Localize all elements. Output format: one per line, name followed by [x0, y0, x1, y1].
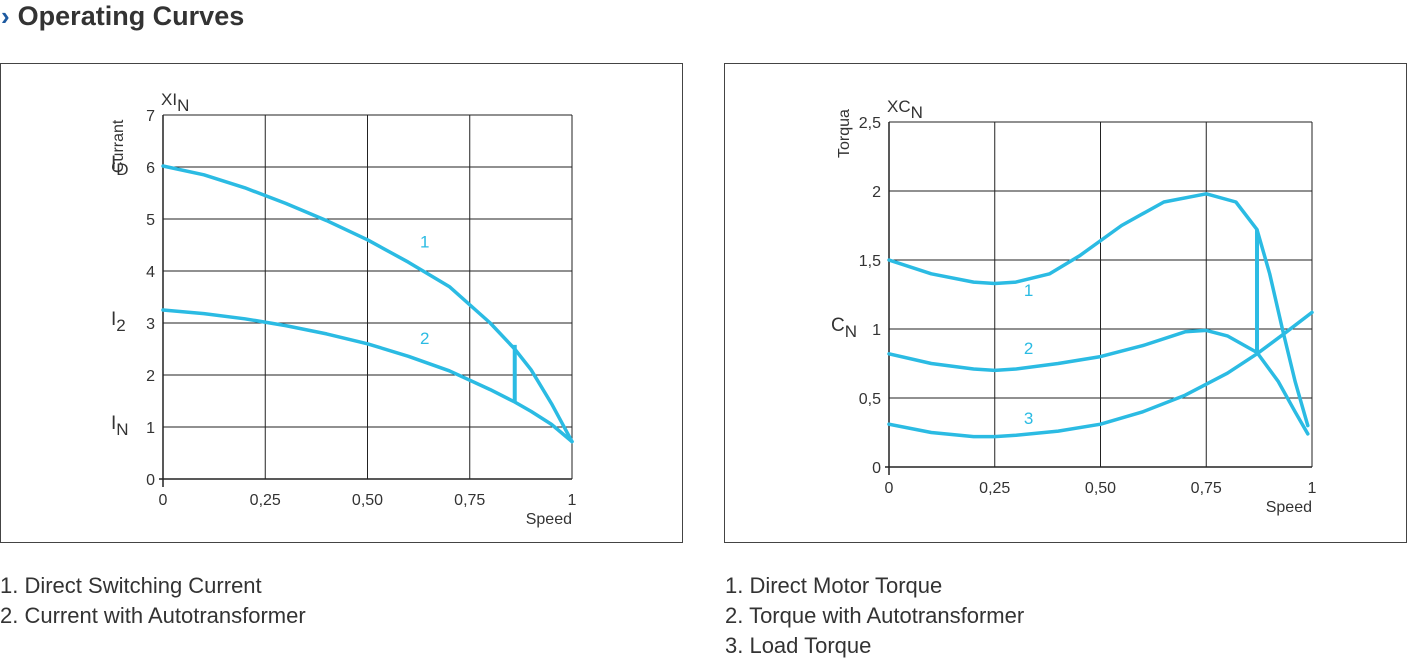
- y-tick-label: 1,5: [859, 253, 881, 270]
- series-line: [887, 328, 1310, 436]
- page-title: › Operating Curves: [0, 0, 244, 32]
- torque-chart-panel: 0 0,5 1 1,5 2 2,5 0 0,25 0,50 0,75 1 Speed Torqua XCN…: [724, 63, 1407, 543]
- y-tick-label: 2,5: [859, 115, 881, 132]
- x-tick-label: 0: [885, 480, 894, 497]
- series-line: [887, 192, 1310, 428]
- x-tick-label: 0: [159, 492, 168, 509]
- y-tick-label: 2: [146, 368, 155, 385]
- legend-item: 2. Current with Autotransformer: [0, 603, 306, 628]
- chevron-right-icon: ›: [1, 0, 10, 31]
- series-label: 3: [1024, 409, 1033, 428]
- y-tick-label: 6: [146, 160, 155, 177]
- axis-marker-label: IN: [111, 413, 129, 439]
- x-tick-label: 0,50: [1085, 480, 1116, 497]
- series-line: [161, 164, 574, 444]
- x-tick-label: 1: [568, 492, 577, 509]
- axis-marker-label: CN: [831, 315, 857, 341]
- y-tick-label: 1: [146, 420, 155, 437]
- y-tick-label: 0: [872, 460, 881, 477]
- series-line: [161, 308, 574, 444]
- unit-label: XCN: [887, 97, 923, 122]
- torque-legend: 1. Direct Motor Torque 2. Torque with Au…: [725, 571, 1024, 661]
- legend-item: 2. Torque with Autotransformer: [725, 603, 1025, 628]
- y-axis-label: Torqua: [836, 109, 853, 158]
- x-tick-label: 0,50: [352, 492, 383, 509]
- axis-marker-label: ID: [111, 153, 129, 179]
- y-tick-label: 0: [146, 472, 155, 489]
- x-tick-label: 0,25: [979, 480, 1010, 497]
- legend-item: 1. Direct Motor Torque: [725, 573, 943, 598]
- y-tick-label: 0,5: [859, 391, 881, 408]
- series-label: 1: [420, 233, 429, 252]
- y-tick-label: 4: [146, 264, 155, 281]
- x-tick-label: 0,75: [1191, 480, 1222, 497]
- x-tick-label: 0,25: [250, 492, 281, 509]
- y-axis-label: Currant: [110, 119, 127, 173]
- series-line: [887, 310, 1314, 439]
- x-tick-label: 0,75: [454, 492, 485, 509]
- legend-item: 1. Direct Switching Current: [0, 573, 262, 598]
- torque-chart: 0 0,5 1 1,5 2 2,5 0 0,25 0,50 0,75 1 Speed Torqua XCN…: [831, 97, 1317, 516]
- x-tick-label: 1: [1308, 480, 1317, 497]
- y-tick-label: 1: [872, 322, 881, 339]
- series-label: 2: [420, 329, 429, 348]
- page-title-text: Operating Curves: [17, 0, 245, 31]
- unit-label: XIN: [161, 90, 189, 115]
- legend-item: 3. Load Torque: [725, 633, 872, 658]
- x-axis-label: Speed: [526, 511, 572, 528]
- series-label: 1: [1024, 281, 1033, 300]
- current-legend: 1. Direct Switching Current 2. Current w…: [0, 571, 306, 631]
- axis-marker-label: I2: [111, 309, 126, 335]
- y-tick-label: 7: [146, 108, 155, 125]
- x-axis-label: Speed: [1266, 499, 1312, 516]
- y-tick-label: 2: [872, 184, 881, 201]
- current-chart: 0 1 2 3 4 5 6 7 0 0,25 0,50 0,75 1 Speed Currant XIN ID I…: [110, 90, 577, 528]
- current-chart-panel: 0 1 2 3 4 5 6 7 0 0,25 0,50 0,75 1 Speed Currant XIN ID I…: [0, 63, 683, 543]
- y-tick-label: 5: [146, 212, 155, 229]
- series-label: 2: [1024, 339, 1033, 358]
- y-tick-label: 3: [146, 316, 155, 333]
